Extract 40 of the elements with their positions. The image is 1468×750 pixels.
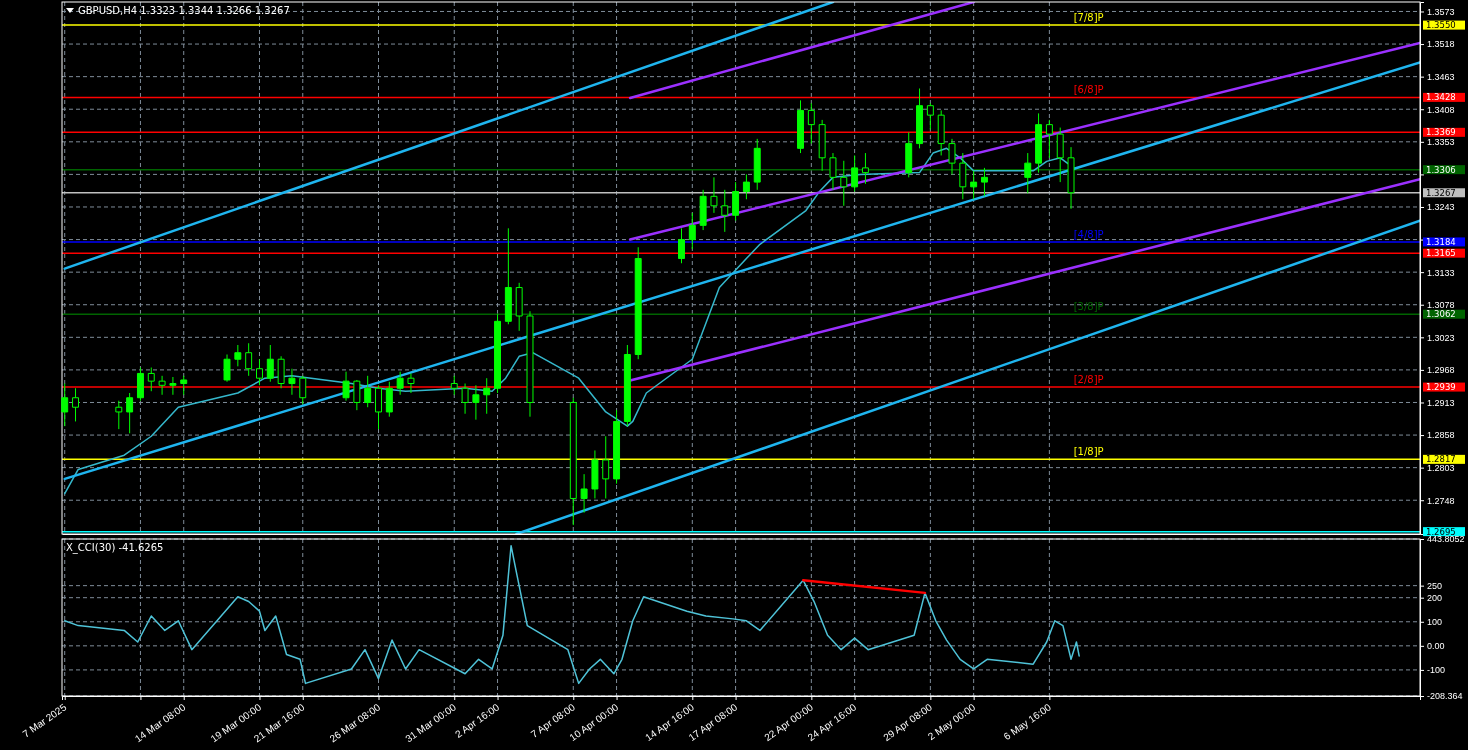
y-tick-label: -100 xyxy=(1427,665,1446,676)
ref-line-label: 1.3428 xyxy=(1426,92,1456,103)
y-tick-label: 1.2803 xyxy=(1427,463,1455,474)
y-tick-label: 100 xyxy=(1427,617,1443,628)
annotation: [2/8]P xyxy=(1073,374,1104,386)
y-tick-label: 1.2748 xyxy=(1427,495,1455,506)
y-tick-label: 1.2858 xyxy=(1427,430,1455,441)
y-tick-label: 1.3078 xyxy=(1427,300,1455,311)
y-tick-label: -208.364 xyxy=(1427,691,1463,702)
annotation: [4/8]P xyxy=(1073,228,1104,240)
y-tick-label: 1.3133 xyxy=(1427,267,1455,278)
y-tick-label: 1.3353 xyxy=(1427,137,1455,148)
annotation: [1/8]P xyxy=(1073,446,1104,458)
y-tick-label: 250 xyxy=(1427,581,1443,592)
chart-title: X_CCI(30) -41.6265 xyxy=(66,542,164,554)
ref-line-label: 1.2939 xyxy=(1426,382,1456,393)
y-tick-label: 1.3408 xyxy=(1427,104,1455,115)
y-tick-label: 1.2913 xyxy=(1427,397,1455,408)
y-tick-label: 1.2968 xyxy=(1427,365,1455,376)
y-tick-label: 1.3573 xyxy=(1427,6,1455,17)
y-tick-label: 0.00 xyxy=(1427,641,1445,652)
y-tick-label: 1.3518 xyxy=(1427,39,1455,50)
y-tick-label: 1.3243 xyxy=(1427,202,1455,213)
chart-title: GBPUSD,H4 1.3323 1.3344 1.3266 1.3267 xyxy=(78,5,290,16)
ref-line-label: 1.3062 xyxy=(1426,309,1456,320)
ref-line-label: 1.2695 xyxy=(1426,526,1456,537)
y-tick-label: 200 xyxy=(1427,593,1443,604)
y-tick-label: 443.8052 xyxy=(1427,534,1465,545)
y-tick-label: 1.3463 xyxy=(1427,72,1455,83)
annotation: [6/8]P xyxy=(1073,84,1104,96)
annotation: [7/8]P xyxy=(1073,12,1104,24)
annotation: [3/8]P xyxy=(1073,301,1104,313)
ref-line-label: 1.3184 xyxy=(1426,236,1456,247)
ref-line-label: 1.3267 xyxy=(1426,187,1456,198)
ref-line-label: 1.3306 xyxy=(1426,164,1456,175)
ref-line-label: 1.2817 xyxy=(1426,454,1456,465)
ref-line-label: 1.3369 xyxy=(1426,127,1456,138)
y-tick-label: 1.3023 xyxy=(1427,332,1455,343)
ref-line-label: 1.3165 xyxy=(1426,248,1456,259)
ref-line-label: 1.3550 xyxy=(1426,20,1456,31)
